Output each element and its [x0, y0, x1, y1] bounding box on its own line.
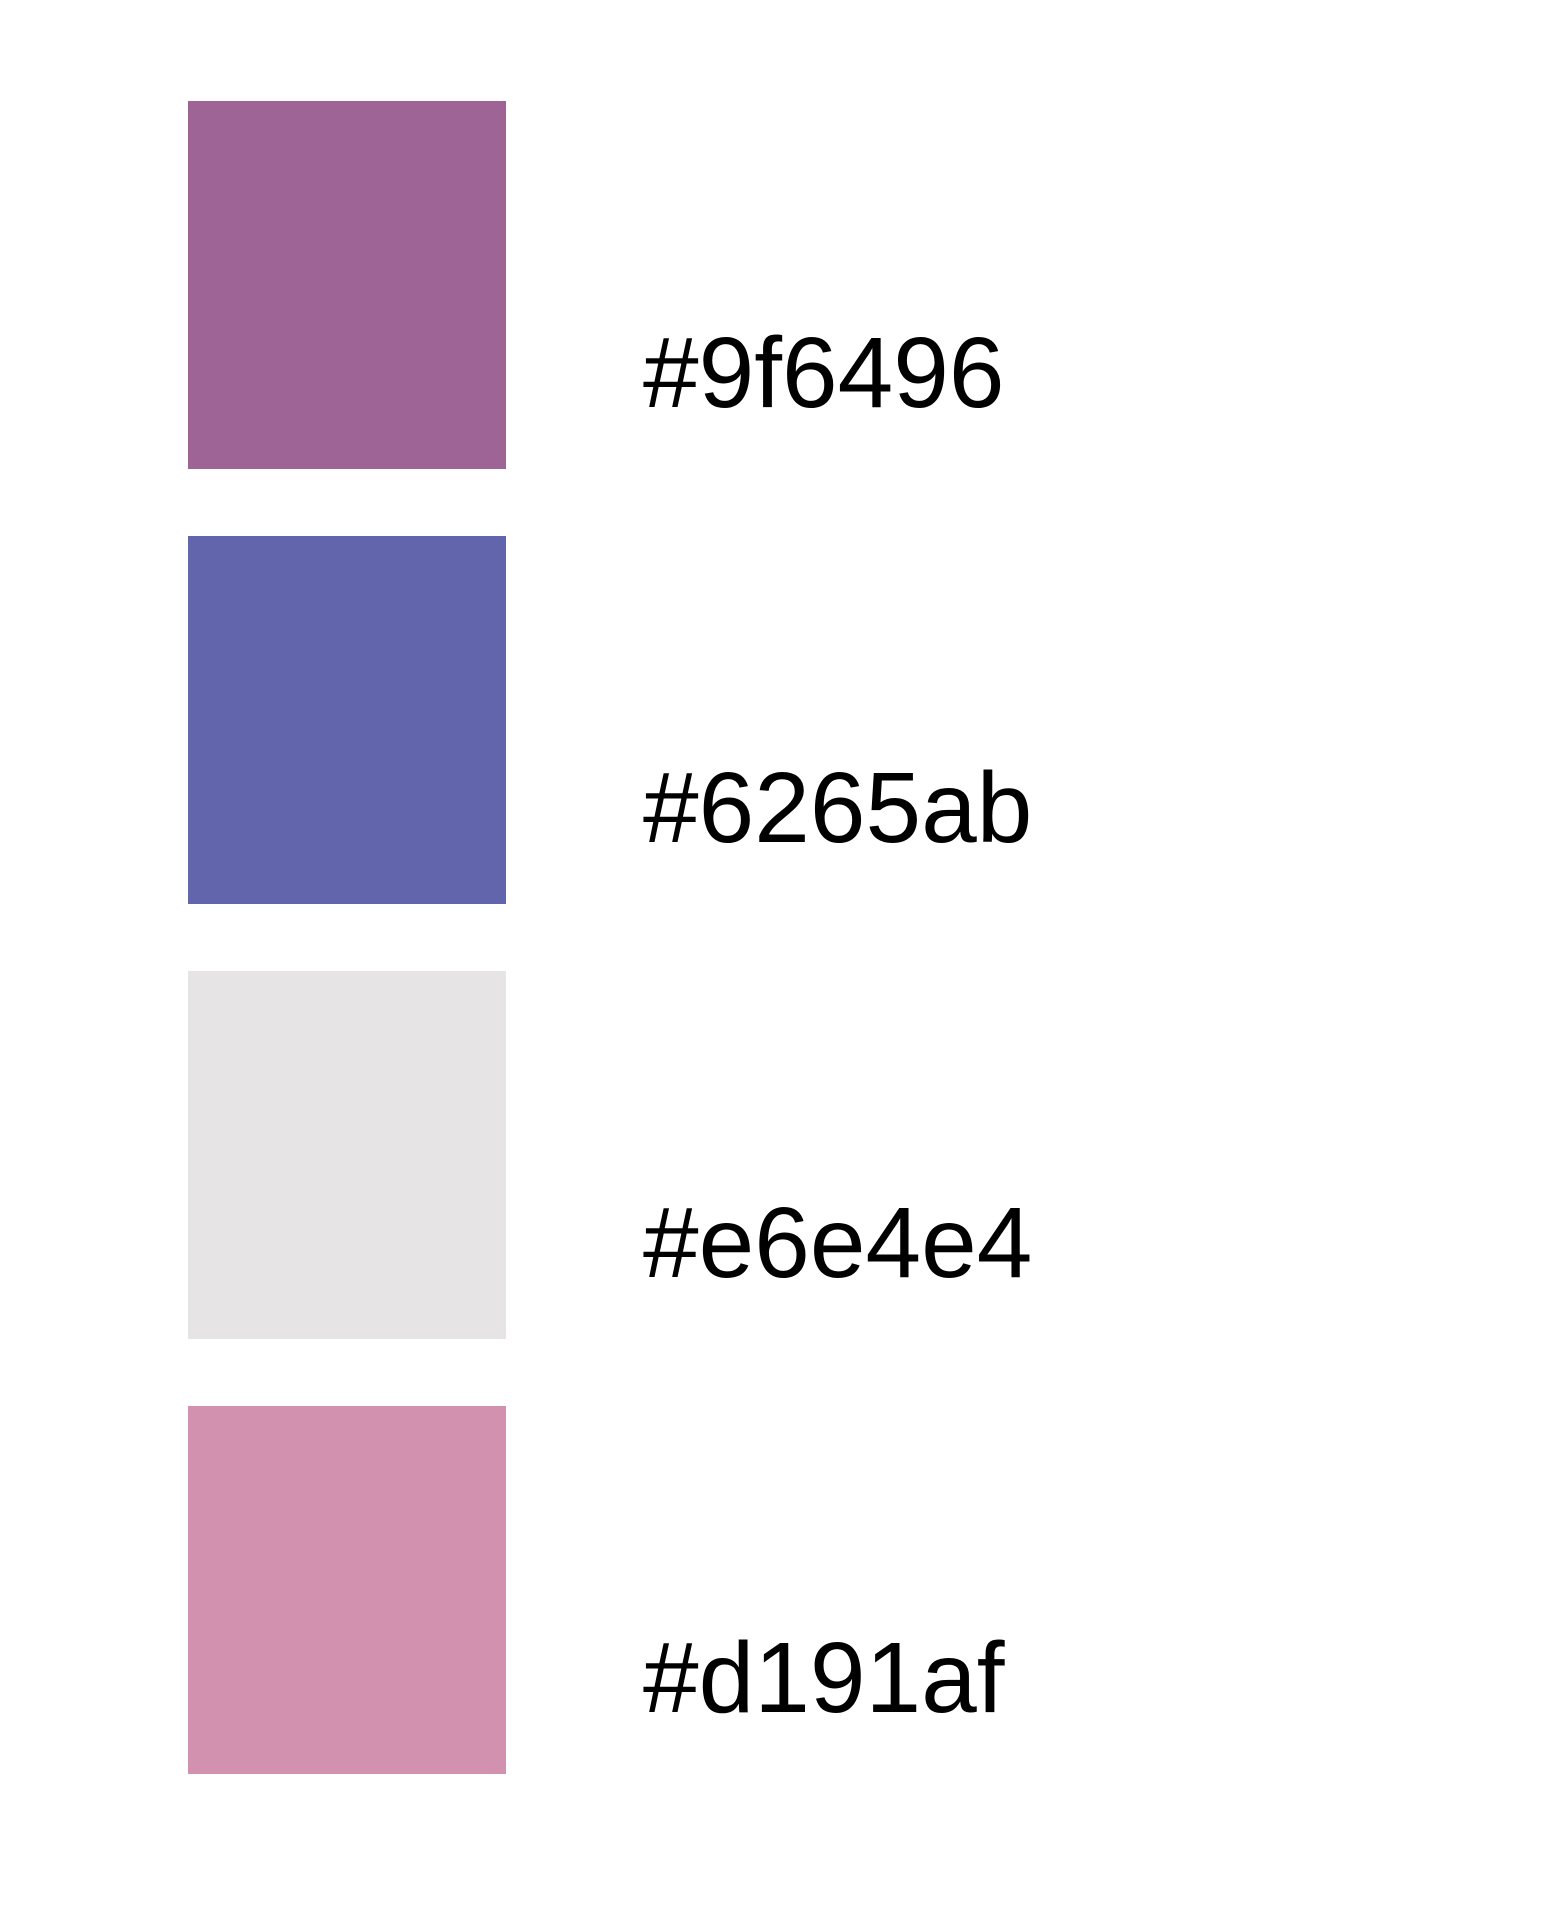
swatch-row-4: #d191af — [188, 1406, 1388, 1774]
hex-label-3: #e6e4e4 — [643, 1187, 1033, 1299]
swatch-row-3: #e6e4e4 — [188, 971, 1388, 1339]
swatch-row-1: #9f6496 — [188, 101, 1388, 469]
swatch-row-2: #6265ab — [188, 536, 1388, 904]
color-swatch-2 — [188, 536, 506, 904]
color-swatch-1 — [188, 101, 506, 469]
color-swatch-3 — [188, 971, 506, 1339]
hex-label-4: #d191af — [643, 1622, 1005, 1734]
hex-label-1: #9f6496 — [643, 317, 1005, 429]
color-swatch-4 — [188, 1406, 506, 1774]
hex-label-2: #6265ab — [643, 752, 1033, 864]
